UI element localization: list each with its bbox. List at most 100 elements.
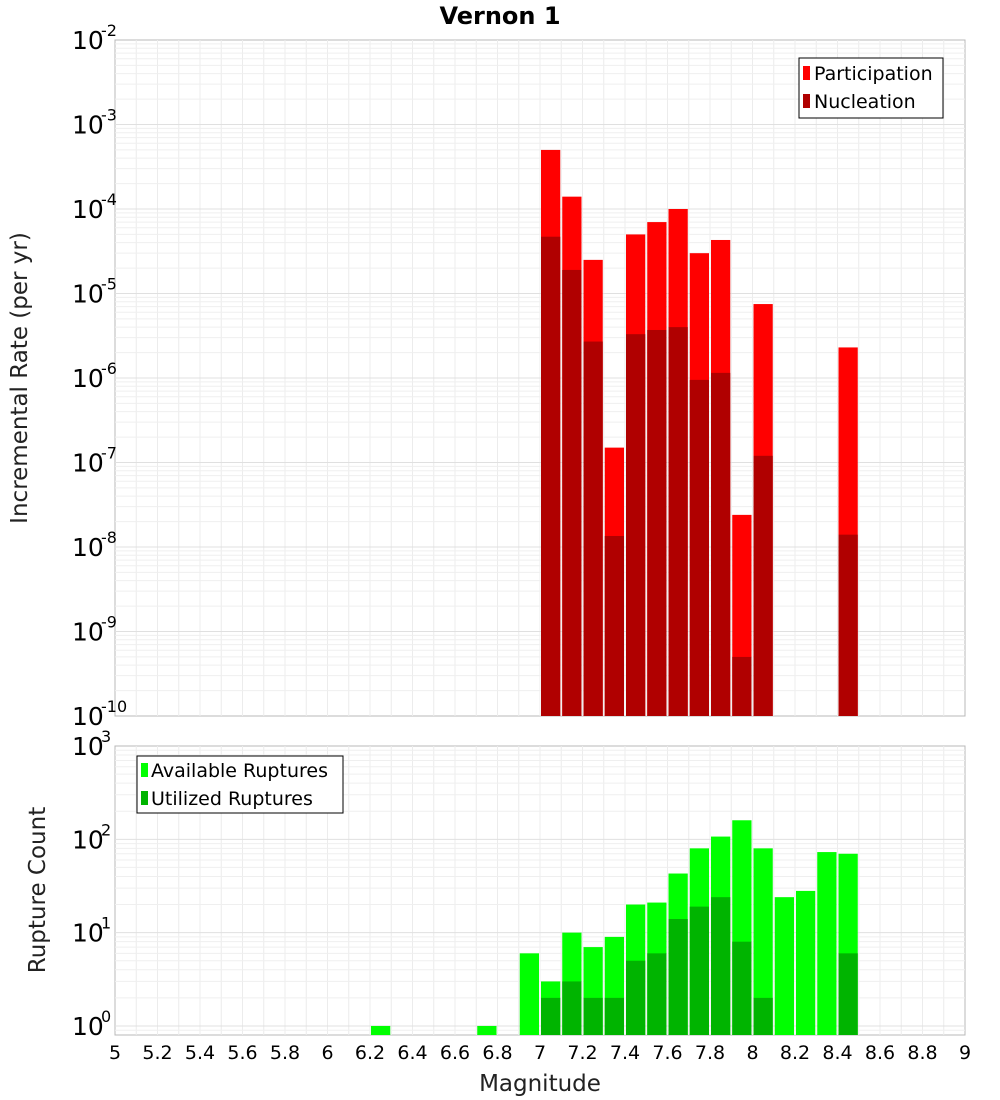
count-bar-utilized-ruptures (732, 941, 752, 1035)
x-tick-label: 6.8 (482, 1042, 512, 1064)
x-tick-label: 5 (109, 1042, 121, 1064)
rate-y-tick-label: 10 (72, 111, 104, 140)
count-bar-utilized-ruptures (562, 981, 582, 1035)
legend-swatch-participation (803, 66, 810, 80)
rate-y-tick-label: 10 (72, 533, 104, 562)
x-tick-label: 6.4 (397, 1042, 427, 1064)
x-tick-label: 8.2 (780, 1042, 810, 1064)
x-tick-label: 5.4 (185, 1042, 215, 1064)
rate-bar-nucleation (626, 334, 646, 716)
count-bar-utilized-ruptures (604, 997, 624, 1035)
rate-y-tick-exponent: -5 (101, 275, 117, 294)
rate-y-tick-label: 10 (72, 618, 104, 647)
x-tick-label: 6.6 (440, 1042, 470, 1064)
x-tick-label: 8.4 (822, 1042, 852, 1064)
x-tick-label: 8.6 (865, 1042, 895, 1064)
x-tick-label: 8.8 (907, 1042, 937, 1064)
count-legend: Available Ruptures Utilized Ruptures (136, 755, 344, 814)
count-bar-available-ruptures (477, 1025, 497, 1035)
x-tick-label: 6.2 (355, 1042, 385, 1064)
legend-label-utilized: Utilized Ruptures (151, 788, 313, 810)
x-axis-ticks: 5 5.2 5.4 5.6 5.8 6 6.2 6.4 6.6 6.8 7 7.2 7.4 7.6 7.8 8… (109, 1042, 971, 1064)
rate-y-tick-exponent: -6 (101, 359, 117, 378)
x-tick-label: 7.6 (652, 1042, 682, 1064)
count-bar-utilized-ruptures (668, 919, 688, 1035)
rate-bar-nucleation (541, 236, 561, 716)
count-bar-available-ruptures (753, 848, 773, 1035)
legend-label-participation: Participation (814, 63, 933, 85)
count-y-tick-exponent: 1 (101, 914, 111, 933)
count-bar-available-ruptures (519, 953, 539, 1035)
legend-swatch-nucleation (803, 94, 810, 108)
rate-y-tick-exponent: -10 (101, 697, 127, 716)
rate-bar-nucleation (753, 455, 773, 716)
x-tick-label: 9 (959, 1042, 971, 1064)
rate-y-tick-exponent: -4 (101, 190, 117, 209)
rate-legend: Participation Nucleation (798, 57, 944, 119)
rate-y-tick-label: 10 (72, 449, 104, 478)
x-axis-label: Magnitude (479, 1071, 601, 1097)
x-tick-label: 5.2 (142, 1042, 172, 1064)
count-bar-available-ruptures (774, 897, 794, 1035)
rate-bar-nucleation (604, 535, 624, 716)
count-y-tick-label: 10 (72, 732, 104, 761)
count-bar-utilized-ruptures (753, 997, 773, 1035)
rate-y-tick-label: 10 (72, 26, 104, 55)
count-bar-utilized-ruptures (626, 960, 646, 1035)
rate-bar-nucleation (689, 379, 709, 716)
rate-bar-nucleation (732, 656, 752, 716)
count-bars (371, 820, 858, 1035)
legend-swatch-utilized (141, 791, 148, 805)
count-y-tick-exponent: 3 (101, 727, 111, 746)
rate-y-tick-exponent: -7 (101, 444, 117, 463)
x-tick-label: 7.2 (567, 1042, 597, 1064)
count-y-axis-label: Rupture Count (25, 807, 51, 973)
rate-bar-nucleation (583, 341, 603, 716)
rate-y-tick-exponent: -2 (101, 21, 117, 40)
count-bar-available-ruptures (817, 852, 837, 1035)
rate-y-tick-label: 10 (72, 280, 104, 309)
rate-bar-nucleation (838, 534, 858, 716)
rate-bar-nucleation (668, 327, 688, 716)
rate-y-axis-label: Incremental Rate (per yr) (7, 232, 33, 524)
rate-grid (115, 40, 965, 716)
rate-bar-nucleation (562, 269, 582, 716)
x-tick-label: 5.8 (270, 1042, 300, 1064)
count-bar-utilized-ruptures (647, 953, 667, 1035)
rate-bar-nucleation (647, 329, 667, 716)
x-tick-label: 7 (534, 1042, 546, 1064)
count-y-tick-label: 10 (72, 1012, 104, 1041)
count-bar-available-ruptures (371, 1025, 391, 1035)
rate-y-tick-exponent: -9 (101, 613, 117, 632)
legend-label-available: Available Ruptures (151, 760, 328, 782)
rate-y-tick-exponent: -8 (101, 528, 117, 547)
x-tick-label: 6 (321, 1042, 333, 1064)
count-bar-available-ruptures (796, 890, 816, 1035)
rate-y-tick-exponent: -3 (101, 106, 117, 125)
count-bar-utilized-ruptures (541, 997, 561, 1035)
count-y-tick-label: 10 (72, 825, 104, 854)
rate-bars (541, 149, 858, 717)
x-tick-label: 7.4 (610, 1042, 640, 1064)
x-tick-label: 8 (746, 1042, 758, 1064)
rate-y-tick-label: 10 (72, 364, 104, 393)
x-tick-label: 5.6 (227, 1042, 257, 1064)
rate-bar-nucleation (711, 372, 731, 716)
rate-y-tick-label: 10 (72, 702, 104, 731)
count-y-tick-exponent: 2 (101, 820, 111, 839)
count-bar-utilized-ruptures (711, 897, 731, 1035)
count-y-tick-label: 10 (72, 919, 104, 948)
count-bar-utilized-ruptures (583, 997, 603, 1035)
count-bar-utilized-ruptures (689, 906, 709, 1035)
rate-y-tick-label: 10 (72, 195, 104, 224)
count-bar-utilized-ruptures (838, 953, 858, 1035)
count-y-tick-exponent: 0 (101, 1007, 111, 1026)
legend-label-nucleation: Nucleation (814, 91, 916, 113)
legend-swatch-available (141, 763, 148, 777)
x-tick-label: 7.8 (695, 1042, 725, 1064)
